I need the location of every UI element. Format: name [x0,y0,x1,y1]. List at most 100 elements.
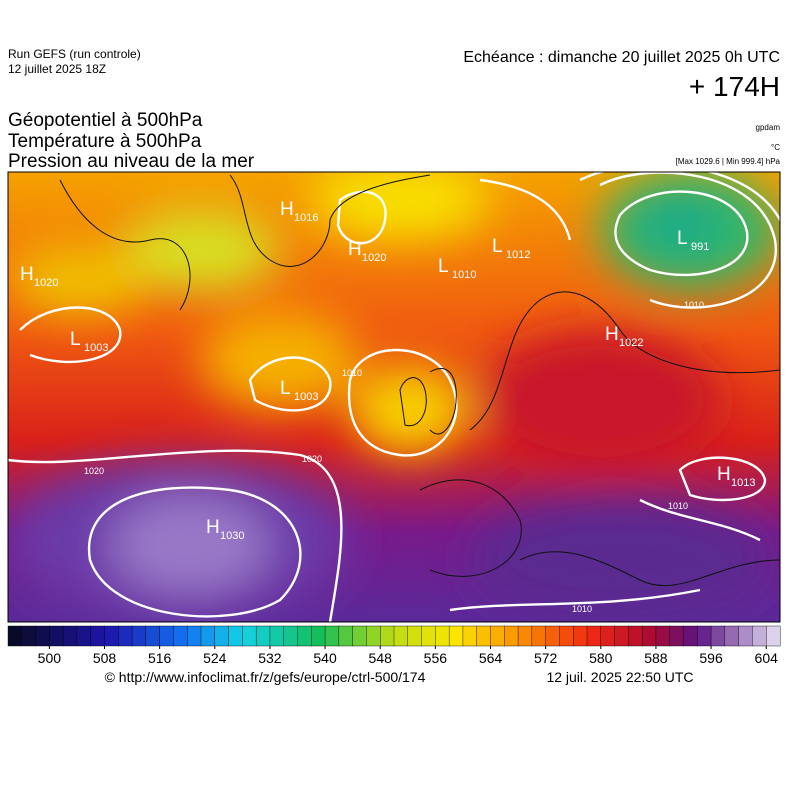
colorbar-cell [49,625,64,647]
colorbar-cell [724,625,740,647]
center-value: 1010 [452,269,476,281]
temperature-field [10,172,780,620]
colorbar-cell [173,625,188,647]
colorbar-cell [697,625,712,647]
colorbar-cell [214,625,230,647]
colorbar-cell [255,625,271,647]
map-frame [7,171,781,623]
colorbar-tick-label: 524 [203,650,227,666]
unit: °C [771,143,780,152]
colorbar-cell [504,625,519,647]
isobar-label: 1010 [572,604,592,614]
isobar-label: 1010 [668,501,688,511]
colorbar-cell [104,625,119,647]
colorbar-cell [669,625,685,647]
center-value: 1012 [506,249,530,261]
colorbar-cell [710,625,726,647]
colorbar-cell [641,625,657,647]
colorbar-cell [380,625,395,647]
center-type: H [605,324,619,345]
colorbar-cell [600,625,616,647]
center-type: H [717,464,731,485]
isobar-label: 1010 [342,368,362,378]
colorbar-cell [269,625,285,647]
center-type: L [280,378,291,399]
colorbar-cell [283,625,299,647]
colorbar: 500 508 516 524 532 540 548 556 564 572 580 588 596 6… [7,625,781,666]
colorbar-cell [76,625,92,647]
center-value: 1013 [731,477,755,489]
isobar-label: 1020 [302,454,322,464]
colorbar-tick-label: 604 [755,650,779,666]
colorbar-cell [545,625,560,647]
unit: [Max 1029.6 | Min 999.4] hPa [676,157,781,166]
lead-time: + 174H [689,71,780,102]
center-type: H [206,517,220,538]
colorbar-cell [159,625,174,647]
colorbar-cell [118,625,133,647]
coastlines [59,174,780,586]
colorbar-cell [200,625,216,647]
generated: 12 juil. 2025 22:50 UTC [546,669,693,685]
colorbar-cell [738,625,753,647]
colorbar-cell [531,625,547,647]
run: Run GEFS (run controle) [8,47,141,61]
colorbar-cell [393,625,409,647]
colorbar-tick-label: 580 [589,650,613,666]
center-value: 1020 [34,277,58,289]
center-value: 1003 [294,391,318,403]
colorbar-cell [242,625,257,647]
colorbar-cell [435,625,450,647]
isobars [8,172,780,622]
isobar-label: 1010 [684,300,704,310]
center-type: L [492,236,503,257]
isobar-label: 1020 [84,466,104,476]
colorbar-cell [228,625,243,647]
center-type: H [280,199,294,220]
colorbar-cell [21,625,37,647]
colorbar-cell [628,625,643,647]
colorbar-cell [462,625,478,647]
colorbar-cell [187,625,202,647]
colorbar-cell [7,625,23,647]
colorbar-cell [324,625,340,647]
colorbar-tick-label: 516 [148,650,172,666]
colorbar-tick-label: 588 [644,650,668,666]
colorbar-cell [297,625,312,647]
center-value: 1020 [362,252,386,264]
colorbar-cell [655,625,671,647]
colorbar-cell [35,625,50,647]
valid-time: Echéance : dimanche 20 juillet 2025 0h U… [463,49,780,66]
colorbar-cell [490,625,505,647]
colorbar-cell [683,625,698,647]
center-type: H [348,239,362,260]
colorbar-tick-label: 572 [534,650,558,666]
colorbar-cell [145,625,161,647]
colorbar-cell [338,625,354,647]
center-value: 1003 [84,342,108,354]
center-value: 1016 [294,212,318,224]
source: © http://www.infoclimat.fr/z/gefs/europe… [105,669,426,685]
center-type: L [438,256,449,277]
center-type: L [677,228,688,249]
title: Température à 500hPa [8,131,202,152]
title: Géopotentiel à 500hPa [8,110,203,131]
colorbar-cell [573,625,588,647]
colorbar-tick-label: 532 [258,650,282,666]
center-type: L [70,329,81,350]
colorbar-cell [421,625,436,647]
colorbar-tick-label: 508 [93,650,117,666]
colorbar-cell [407,625,423,647]
colorbar-cell [586,625,602,647]
colorbar-tick-label: 540 [313,650,337,666]
unit: gpdam [756,123,781,132]
colorbar-cell [766,625,781,647]
run-date: 12 juillet 2025 18Z [8,62,106,76]
title: Pression au niveau de la mer [8,151,255,172]
center-value: 991 [691,241,709,253]
colorbar-cell [517,625,533,647]
colorbar-tick-label: 556 [424,650,448,666]
colorbar-cell [90,625,106,647]
